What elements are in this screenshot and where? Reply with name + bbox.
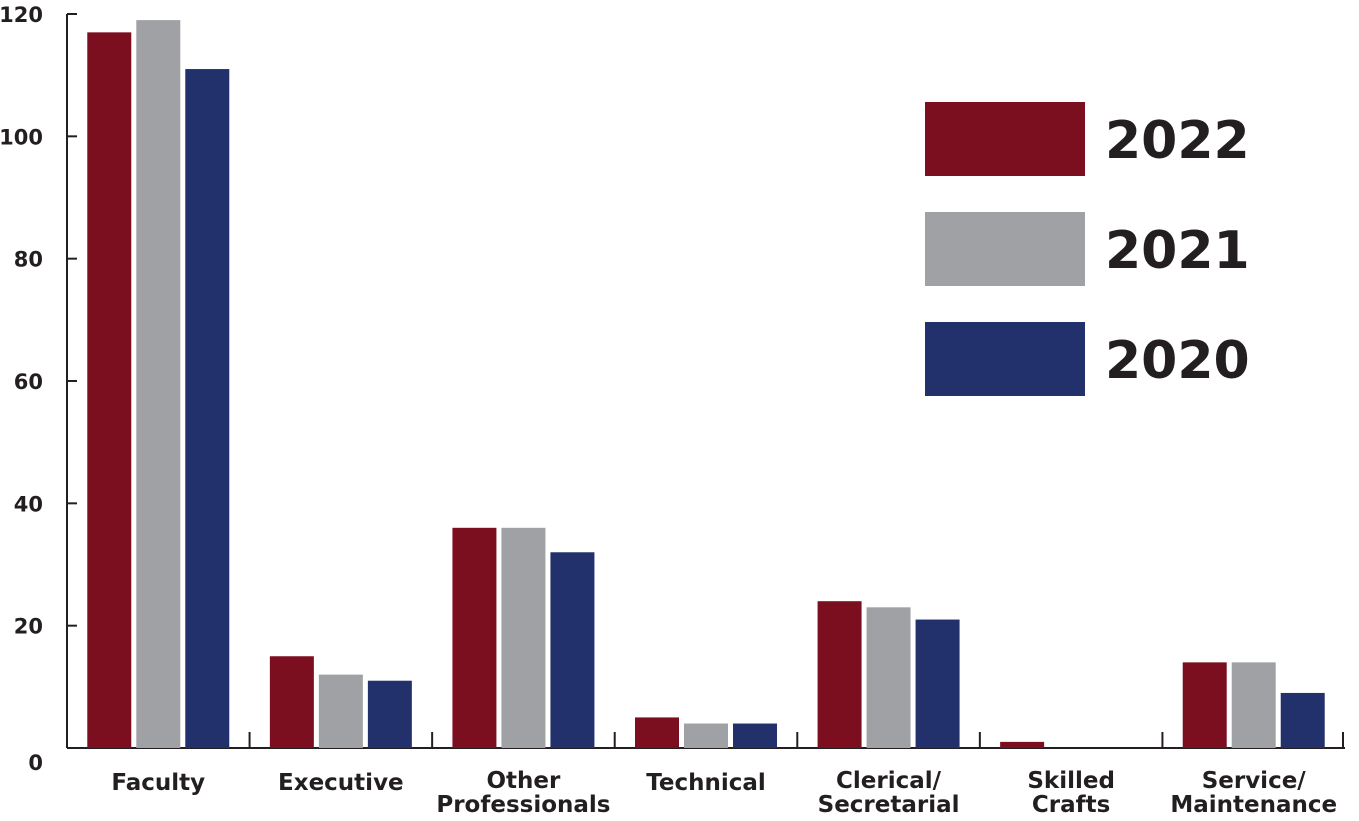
bar-2021 (136, 20, 181, 749)
bar-2021 (866, 607, 911, 748)
x-category-label: Other (486, 768, 561, 794)
bar-2020 (915, 619, 960, 748)
y-tick-label: 0 (28, 751, 43, 775)
y-tick-label: 20 (14, 615, 43, 639)
x-category-label: Executive (278, 770, 404, 796)
bar-2022 (452, 527, 497, 748)
bar-2020 (550, 552, 595, 748)
y-tick-label: 80 (14, 248, 43, 272)
x-category-label: Professionals (436, 792, 610, 818)
legend-swatch-2022 (925, 102, 1085, 176)
bar-2022 (817, 601, 862, 748)
x-category-label: Maintenance (1170, 792, 1337, 818)
y-tick-label: 100 (0, 125, 43, 149)
y-tick-label: 60 (14, 370, 43, 394)
x-category-label: Clerical/ (836, 768, 942, 794)
legend-swatch-2021 (925, 212, 1085, 286)
bar-2021 (501, 527, 546, 748)
bar-2022 (269, 656, 314, 748)
bar-2022 (87, 32, 132, 749)
x-category-label: Service/ (1202, 768, 1307, 794)
x-category-label: Skilled (1027, 768, 1115, 794)
x-category-label: Secretarial (818, 792, 960, 818)
x-category-label: Faculty (111, 770, 205, 796)
x-category-label: Crafts (1032, 792, 1110, 818)
bar-2020 (185, 69, 230, 749)
bar-2020 (1280, 692, 1325, 748)
y-tick-label: 120 (0, 3, 43, 27)
bar-2022 (1182, 662, 1227, 748)
bar-2022 (1000, 741, 1045, 748)
y-tick-label: 40 (14, 492, 43, 516)
bar-2020 (733, 723, 777, 748)
bar-2022 (635, 717, 679, 748)
bar-2021 (684, 723, 728, 748)
legend-label: 2021 (1105, 221, 1250, 281)
x-category-label: Technical (646, 770, 766, 796)
bar-2020 (367, 680, 412, 748)
legend-label: 2020 (1105, 331, 1250, 391)
bar-2021 (318, 674, 363, 748)
legend-label: 2022 (1105, 111, 1250, 171)
legend-swatch-2020 (925, 322, 1085, 396)
bar-2021 (1231, 662, 1276, 748)
